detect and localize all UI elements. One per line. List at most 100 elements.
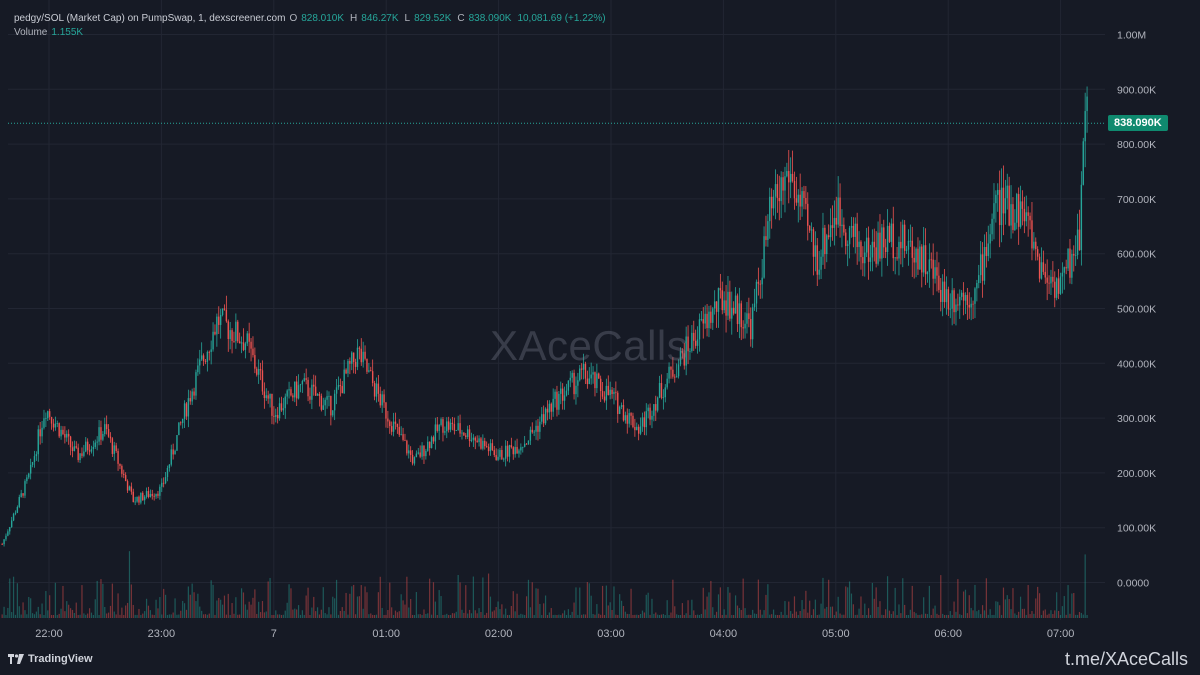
volume-bar [932,608,934,618]
candle-body [362,351,364,363]
volume-bar [896,614,898,618]
candle-body [468,429,471,442]
tradingview-logo[interactable]: TradingView [8,653,93,665]
candle-body [493,450,495,456]
candle-body [183,403,186,419]
volume-bar [134,614,136,618]
volume-bar [714,614,716,618]
volume-bar [797,614,799,618]
candle-body [423,445,425,457]
candle-body [936,267,938,276]
candle-body [66,433,68,438]
candle-body [746,313,748,324]
volume-bar [115,614,117,618]
candle-body [784,176,786,191]
volume-bar [879,601,881,618]
volume-bar [11,612,13,618]
candle-body [575,385,577,395]
candle-body [949,308,951,310]
candle-body [810,229,813,231]
volume-bar [877,606,879,618]
volume-bar [978,609,980,618]
candle-body [1025,212,1027,222]
volume-bar [867,608,870,618]
candle-body [278,403,281,419]
candle-body [653,404,655,416]
candle-body [620,405,623,407]
candle-body [292,395,294,398]
candle-body [590,374,592,379]
volume-bar [581,614,583,618]
candle-body [180,422,182,424]
volume-bar [402,600,404,618]
candle-body [757,281,760,284]
volume-bar [294,608,296,618]
volume-bar [239,614,241,618]
volume-bar [1006,595,1008,618]
volume-bar [45,591,47,618]
volume-bar [157,608,159,618]
volume-bar [322,587,324,618]
candle-body [90,449,93,452]
volume-bar [411,614,414,618]
volume-bar [484,614,486,618]
close-label: C [457,13,465,24]
volume-bar [486,612,488,618]
symbol-label[interactable]: pedgy/SOL (Market Cap) on PumpSwap, 1, d… [14,13,286,24]
candle-body [518,450,520,454]
volume-bar [641,610,644,618]
volume-bar [657,614,659,618]
volume-bar [609,602,611,618]
volume-bar [208,613,210,618]
candle-body [455,430,457,431]
volume-label[interactable]: Volume [14,27,48,38]
candle-body [438,424,440,431]
volume-bar [674,606,676,618]
volume-bar [37,606,39,618]
candle-body [750,318,752,340]
volume-bar [753,613,756,618]
volume-bar [210,580,212,618]
volume-bar [632,614,634,618]
volume-bar [421,615,423,618]
candle-body [767,221,769,240]
close-value: 838.090K [468,13,512,24]
volume-bar [556,614,558,618]
volume-value: 1.155K [51,27,84,38]
candle-body [753,303,756,308]
volume-bar [218,598,220,618]
candle-body [660,383,663,398]
candle-body [548,403,551,413]
volume-bar [630,588,632,618]
candle-body [33,456,36,463]
candle-body [599,378,602,392]
volume-bar [461,609,463,618]
volume-bar [64,611,66,618]
volume-bar [892,611,894,618]
volume-bar [883,614,885,618]
candle-body [841,224,843,227]
y-tick-label: 100.00K [1117,523,1156,535]
candle-body [656,397,659,411]
candle-body [389,421,391,427]
volume-bar [683,614,685,618]
candle-body [1017,194,1020,227]
candle-body [176,435,178,451]
volume-bar [607,605,609,618]
volume-bar [60,608,62,618]
volume-bar [197,593,199,618]
candle-body [831,225,834,228]
candle-body [463,432,465,436]
candle-body [233,341,235,342]
volume-bar [444,614,446,618]
volume-bar [425,613,427,618]
volume-bar [362,608,364,618]
candle-body [31,462,34,465]
volume-bar [525,596,528,618]
candle-body [675,376,678,378]
volume-bar [472,576,474,618]
channel-link[interactable]: t.me/XAceCalls [1064,649,1188,669]
x-tick-label: 03:00 [597,628,625,640]
candle-body [689,350,691,352]
